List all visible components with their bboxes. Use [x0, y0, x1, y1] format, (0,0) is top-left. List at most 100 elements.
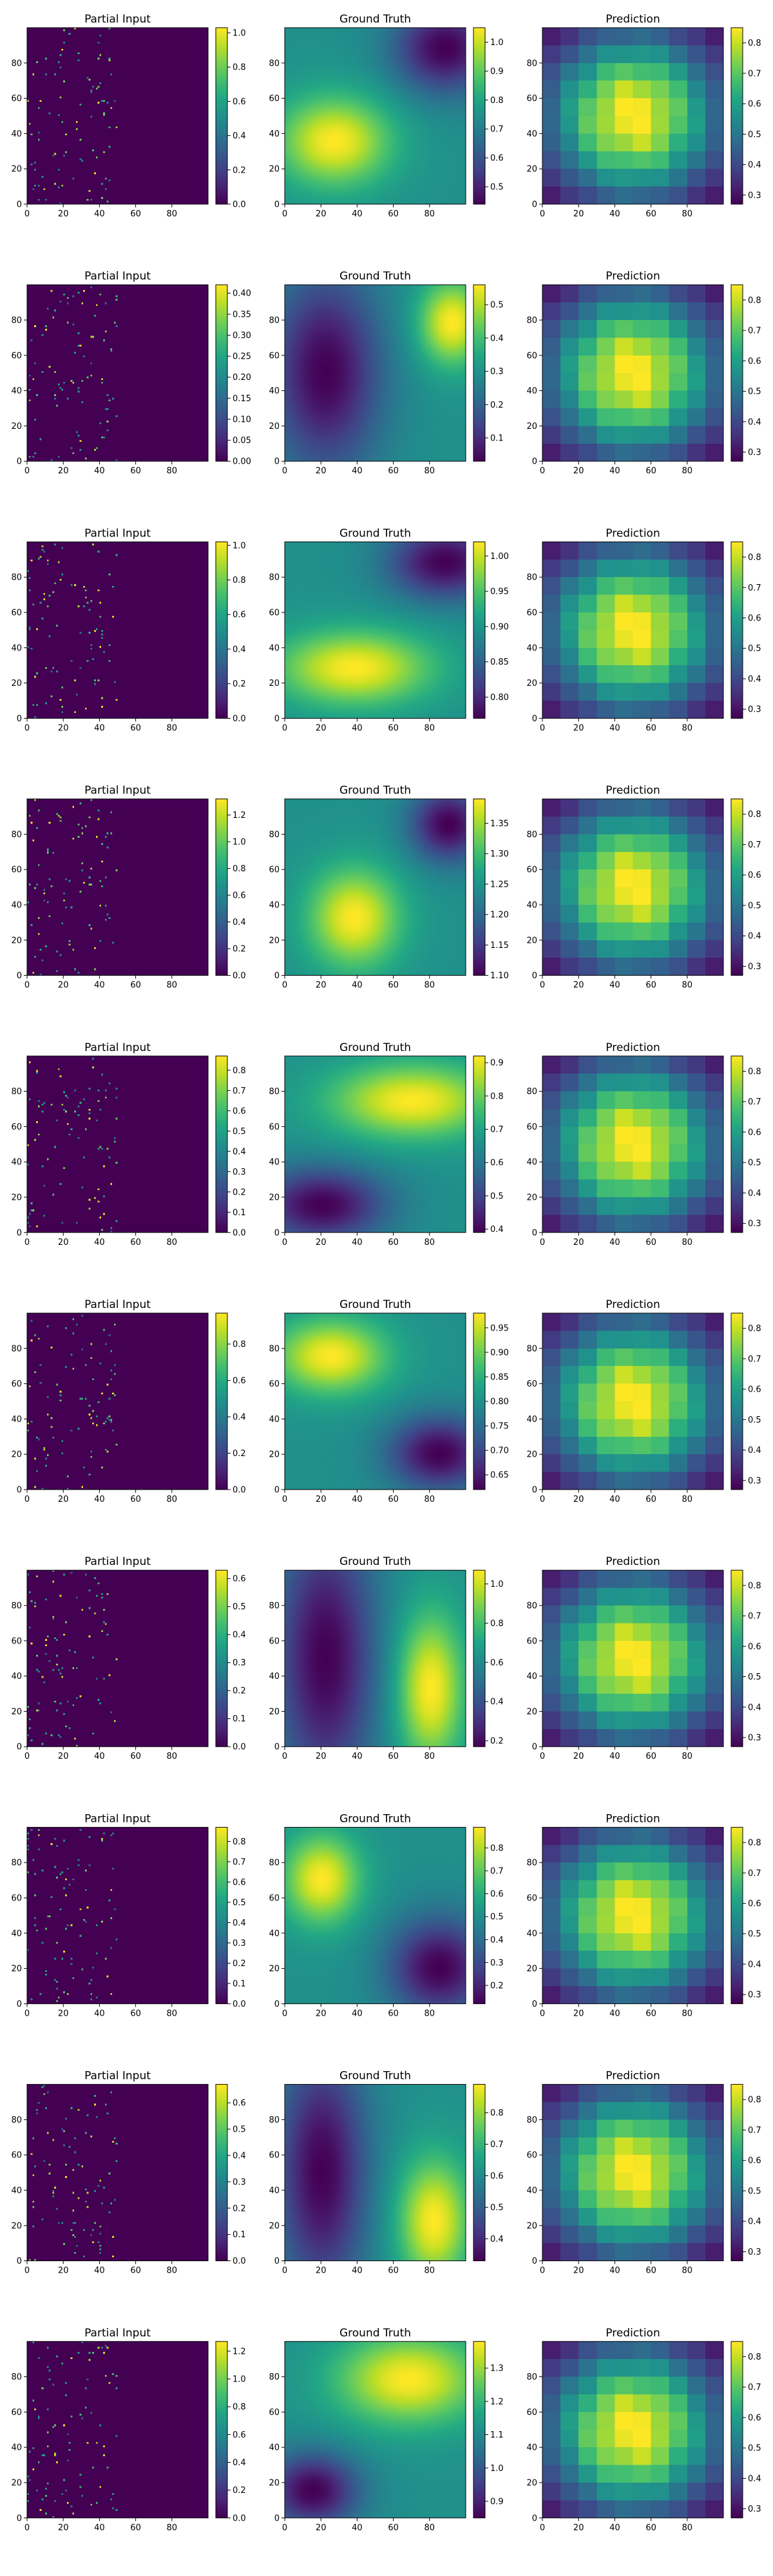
- heatmap-image: [285, 542, 466, 719]
- colorbar-tick-label: 0.5: [490, 1191, 504, 1201]
- y-tick-label: 40: [269, 2186, 280, 2196]
- x-tick-label: 40: [94, 209, 105, 219]
- colorbar-tick-label: 0.7: [748, 327, 761, 336]
- colorbar-tick-label: 0.2: [233, 1188, 246, 1197]
- x-tick-label: 80: [682, 1752, 693, 1761]
- colorbar-tick-label: 0.5: [748, 1416, 761, 1425]
- colorbar-tick-label: 0.1: [233, 2230, 246, 2240]
- x-tick-label: 0: [540, 2266, 545, 2276]
- y-tick-label: 40: [269, 1415, 280, 1425]
- colorbar-tick-label: 0.2: [233, 679, 246, 689]
- y-tick-label: 0: [17, 457, 22, 467]
- x-tick-label: 0: [282, 2009, 287, 2018]
- y-tick-label: 0: [532, 1486, 537, 1495]
- panel-title: Prediction: [606, 1041, 660, 1054]
- x-tick-label: 80: [167, 1238, 178, 1247]
- colorbar-tick-label: 0.0: [233, 1743, 246, 1752]
- y-tick-label: 80: [526, 1859, 537, 1868]
- colorbar-tick-label: 0.6: [748, 2413, 761, 2423]
- heatmap-image: [27, 28, 208, 204]
- colorbar-tick-label: 0.6: [233, 2430, 246, 2440]
- panel-title: Prediction: [606, 13, 660, 26]
- colorbar-tick-label: 0.5: [748, 130, 761, 140]
- x-tick-label: 20: [58, 2266, 69, 2276]
- colorbar-tick-label: 0.10: [233, 415, 251, 424]
- x-tick-label: 80: [425, 1238, 435, 1247]
- panel-partial-input-7: Partial Input 0 20 40 60 80 0 20 40 60 80 0.0 0.1 0.2…: [11, 1555, 245, 1761]
- y-tick-label: 60: [11, 1379, 22, 1389]
- colorbar-tick-label: 0.8: [748, 2353, 761, 2362]
- y-tick-label: 0: [17, 2257, 22, 2266]
- colorbar-tick-label: 0.8: [233, 1340, 246, 1350]
- colorbar-tick-label: 0.5: [748, 387, 761, 397]
- x-tick-label: 80: [425, 2009, 435, 2018]
- colorbar-tick-label: 0.80: [490, 693, 509, 703]
- colorbar-tick-label: 0.6: [748, 1128, 761, 1137]
- x-tick-label: 60: [130, 981, 141, 990]
- x-tick-label: 40: [352, 2523, 363, 2533]
- y-tick-label: 40: [269, 901, 280, 911]
- colorbar-tick-label: 0.9: [490, 67, 504, 77]
- x-tick-label: 20: [573, 2266, 584, 2276]
- x-tick-label: 80: [167, 981, 178, 990]
- plot-frame: [284, 541, 466, 719]
- y-tick-label: 40: [11, 901, 22, 911]
- y-tick-label: 0: [274, 971, 280, 981]
- y-tick-label: 0: [274, 1228, 280, 1238]
- panel-title: Prediction: [606, 784, 660, 797]
- y-tick-label: 0: [17, 200, 22, 210]
- panel-prediction-2: Prediction 0 20 40 60 80 0 20 40 60 80 0.3 0.4 0.5 0.6…: [526, 270, 761, 476]
- colorbar-frame: [473, 2341, 486, 2519]
- colorbar-tick-label: 0.05: [233, 436, 251, 446]
- x-tick-label: 80: [682, 209, 693, 219]
- x-tick-label: 0: [540, 1752, 545, 1761]
- x-tick-label: 60: [130, 723, 141, 733]
- x-tick-label: 40: [352, 981, 363, 990]
- panel-prediction-10: Prediction 0 20 40 60 80 0 20 40 60 80 0.3 0.4 0.5 0.6…: [526, 2327, 761, 2533]
- y-tick-label: 20: [526, 679, 537, 688]
- y-tick-label: 80: [269, 573, 280, 583]
- panel-title: Partial Input: [84, 784, 151, 797]
- colorbar-tick-label: 0.3: [748, 1219, 761, 1229]
- y-tick-label: 80: [526, 2372, 537, 2382]
- colorbar-tick-label: 0.2: [233, 945, 246, 954]
- y-tick-label: 80: [269, 1344, 280, 1354]
- y-tick-label: 80: [11, 573, 22, 583]
- colorbar: [216, 799, 227, 976]
- colorbar-frame: [215, 27, 228, 205]
- y-tick-label: 60: [526, 866, 537, 875]
- panel-title: Prediction: [606, 2070, 660, 2083]
- y-tick-label: 60: [526, 1894, 537, 1904]
- colorbar: [731, 1313, 743, 1490]
- heatmap-image: [27, 1827, 208, 2004]
- colorbar-frame: [730, 27, 743, 205]
- y-tick-label: 60: [269, 351, 280, 361]
- colorbar-tick-label: 0.7: [233, 1857, 246, 1867]
- panel-ground-truth-6: Ground Truth 0 20 40 60 80 0 20 40 60 80 0.65 0.70 0.…: [269, 1298, 509, 1504]
- x-tick-label: 80: [167, 2523, 178, 2533]
- y-tick-label: 60: [526, 1636, 537, 1646]
- panel-partial-input-9: Partial Input 0 20 40 60 80 0 20 40 60 80 0.0 0.1 0.2…: [11, 2070, 245, 2276]
- colorbar-tick-label: 0.6: [748, 100, 761, 109]
- colorbar-frame: [473, 541, 486, 719]
- heatmap-image: [27, 542, 208, 719]
- colorbar: [216, 28, 227, 204]
- colorbar-tick-label: 0.6: [233, 2099, 246, 2108]
- y-tick-label: 0: [532, 1743, 537, 1752]
- colorbar-tick-label: 0.7: [490, 125, 504, 135]
- colorbar-tick-label: 0.2: [233, 166, 246, 175]
- colorbar-tick-label: 0.70: [490, 1446, 509, 1456]
- y-tick-label: 20: [269, 1193, 280, 1203]
- y-tick-label: 0: [274, 2257, 280, 2266]
- x-tick-label: 0: [24, 2009, 30, 2018]
- colorbar-tick-label: 0.5: [748, 2186, 761, 2196]
- colorbar-tick-label: 0.6: [490, 1889, 504, 1899]
- y-tick-label: 80: [526, 1602, 537, 1611]
- x-tick-label: 60: [130, 1495, 141, 1504]
- colorbar-tick-label: 0.4: [748, 1960, 761, 1969]
- x-tick-label: 60: [388, 2266, 399, 2276]
- colorbar-frame: [730, 1312, 743, 1490]
- colorbar-tick-label: 0.5: [748, 1929, 761, 1939]
- x-tick-label: 20: [316, 466, 327, 476]
- x-tick-label: 60: [645, 981, 656, 990]
